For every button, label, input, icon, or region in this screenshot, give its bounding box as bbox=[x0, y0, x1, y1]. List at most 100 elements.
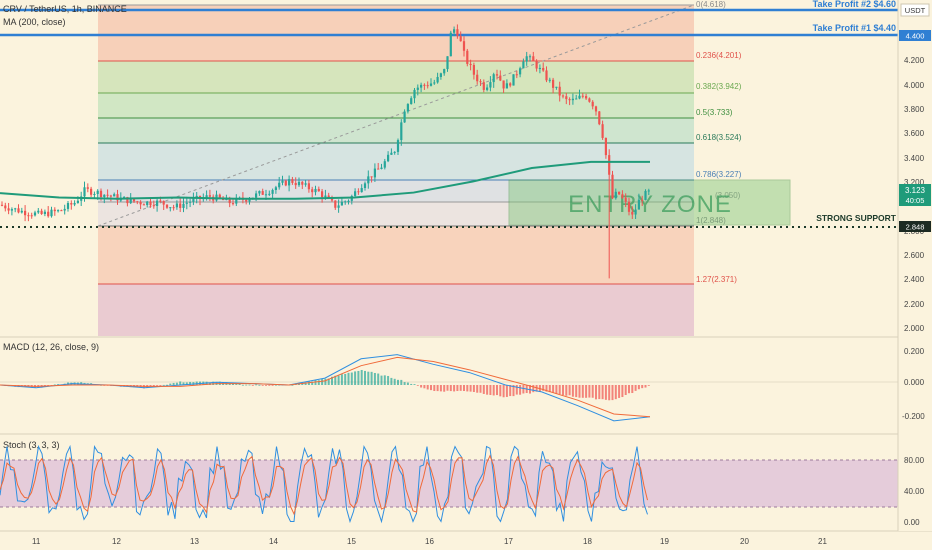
macd-hist-bar bbox=[628, 385, 630, 394]
macd-hist-bar bbox=[575, 385, 578, 398]
candle-body bbox=[601, 124, 604, 138]
macd-hist-bar bbox=[255, 384, 258, 386]
candle-body bbox=[403, 111, 406, 123]
candle-body bbox=[380, 167, 383, 170]
candle-body bbox=[37, 210, 40, 213]
macd-hist-bar bbox=[397, 379, 399, 385]
candle-body bbox=[459, 36, 462, 42]
support-price-text: 2.848 bbox=[906, 223, 925, 232]
fib-trendline[interactable] bbox=[97, 4, 695, 227]
candle-body bbox=[377, 168, 380, 170]
macd-hist-bar bbox=[578, 385, 581, 398]
macd-hist-bar bbox=[552, 385, 555, 393]
macd-histogram[interactable] bbox=[1, 369, 650, 401]
macd-hist-bar bbox=[548, 385, 551, 393]
candle-body bbox=[314, 188, 317, 193]
macd-hist-bar bbox=[347, 372, 350, 385]
stoch-k-line[interactable] bbox=[0, 444, 648, 524]
macd-hist-bar bbox=[466, 385, 469, 392]
candle-body bbox=[624, 197, 627, 202]
candle-body bbox=[387, 154, 390, 162]
time-tick: 16 bbox=[425, 537, 434, 546]
candle-body bbox=[482, 82, 485, 90]
macd-hist-bar bbox=[637, 385, 640, 390]
candle-body bbox=[139, 201, 142, 205]
macd-hist-bar bbox=[258, 384, 261, 386]
fib-retracement[interactable] bbox=[98, 4, 694, 336]
candle-body bbox=[17, 208, 20, 213]
candle-body bbox=[297, 181, 301, 186]
candle-body bbox=[109, 195, 112, 197]
candle-body bbox=[245, 199, 248, 202]
macd-hist-bar bbox=[469, 385, 472, 392]
fib-label-0-236: 0.236(4.201) bbox=[696, 51, 742, 60]
currency-badge[interactable] bbox=[900, 3, 930, 17]
candle-body bbox=[218, 194, 221, 198]
macd-hist-bar bbox=[149, 385, 152, 387]
candle-body bbox=[83, 187, 86, 197]
candle-body bbox=[60, 210, 63, 212]
candle-body bbox=[588, 98, 591, 102]
candle-body bbox=[175, 203, 178, 208]
macd-hist-bar bbox=[370, 371, 373, 385]
macd-hist-bar bbox=[179, 381, 182, 385]
candle-body bbox=[172, 207, 175, 209]
candle-body bbox=[149, 201, 152, 206]
candle-body bbox=[271, 189, 274, 194]
candle-body bbox=[578, 95, 581, 99]
macd-hist-bar bbox=[588, 385, 591, 398]
entry-zone-box[interactable] bbox=[508, 179, 791, 226]
macd-hist-bar bbox=[449, 385, 452, 392]
candle-body bbox=[231, 203, 235, 205]
macd-hist-bar bbox=[185, 382, 188, 385]
macd-hist-bar bbox=[248, 384, 251, 386]
stoch-d-line[interactable] bbox=[0, 454, 648, 516]
candle-body bbox=[641, 199, 644, 201]
candle-body bbox=[469, 63, 472, 66]
price-axis[interactable] bbox=[898, 0, 932, 531]
candle-body bbox=[552, 79, 555, 88]
candle-body bbox=[0, 204, 4, 206]
macd-signal-line[interactable] bbox=[0, 356, 651, 418]
candle-body bbox=[182, 203, 185, 208]
candle-body bbox=[429, 83, 433, 86]
candle-body bbox=[406, 104, 409, 112]
candle-body bbox=[363, 183, 367, 189]
fib-zone-886-1 bbox=[98, 202, 694, 226]
candle-body bbox=[324, 195, 327, 198]
candle-body bbox=[311, 189, 314, 193]
candle-body bbox=[555, 86, 558, 88]
macd-hist-bar bbox=[360, 369, 363, 385]
fib-zone-236-382 bbox=[98, 61, 694, 93]
candle-body bbox=[291, 179, 294, 183]
candle-body bbox=[301, 181, 304, 185]
macd-hist-bar bbox=[611, 385, 614, 401]
macd-hist-bar bbox=[317, 380, 320, 385]
price-tick: 3.400 bbox=[904, 154, 925, 163]
candle-body bbox=[76, 200, 79, 203]
candle-body bbox=[433, 82, 436, 84]
macd-hist-bar bbox=[545, 385, 548, 392]
fib-zone-0-236 bbox=[98, 5, 694, 61]
candle-body bbox=[581, 95, 584, 97]
fib-label-0-618: 0.618(3.524) bbox=[696, 133, 742, 142]
ma-200-line[interactable] bbox=[0, 160, 650, 200]
macd-hist-bar bbox=[423, 385, 426, 389]
candle-body bbox=[136, 201, 139, 203]
candle-body bbox=[416, 87, 419, 90]
macd-hist-bar bbox=[641, 385, 644, 389]
macd-hist-bar bbox=[426, 385, 429, 390]
candle-body bbox=[542, 67, 545, 71]
candle-body bbox=[73, 202, 76, 205]
time-tick: 14 bbox=[269, 537, 278, 546]
macd-hist-bar bbox=[647, 385, 650, 386]
candle-body bbox=[255, 193, 258, 198]
candle-body bbox=[113, 194, 116, 197]
price-tick: 4.200 bbox=[904, 56, 925, 65]
candle-body bbox=[264, 194, 268, 196]
candle-body bbox=[321, 191, 324, 198]
fib-label-1: 1(2.848) bbox=[696, 216, 726, 225]
macd-hist-bar bbox=[453, 385, 456, 392]
candle-body bbox=[509, 83, 512, 86]
